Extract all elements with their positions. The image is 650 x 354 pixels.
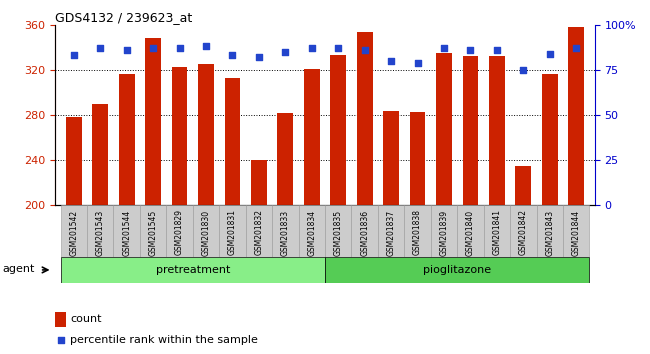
Bar (568, 27, 584, 205)
Text: GSM201840: GSM201840 (466, 210, 475, 256)
Bar (119, 74, 135, 205)
Bar (87, 205, 114, 257)
Bar (515, 166, 531, 205)
Text: GSM201843: GSM201843 (545, 210, 554, 256)
Bar (140, 205, 166, 257)
Text: GSM201839: GSM201839 (439, 210, 448, 256)
Bar (224, 78, 240, 205)
Point (545, 51, 555, 57)
Point (333, 45, 343, 51)
Bar (431, 205, 457, 257)
Point (439, 45, 449, 51)
Point (254, 55, 264, 60)
Bar (410, 112, 426, 205)
Point (571, 45, 582, 51)
Bar (484, 205, 510, 257)
Bar (166, 205, 193, 257)
Bar (542, 74, 558, 205)
Bar (55, 312, 66, 326)
Point (307, 45, 317, 51)
Text: GSM201543: GSM201543 (96, 210, 105, 256)
Bar (536, 205, 563, 257)
Bar (66, 117, 82, 205)
Text: pioglitazone: pioglitazone (423, 265, 491, 275)
Point (148, 45, 159, 51)
Bar (378, 205, 404, 257)
Bar (251, 160, 266, 205)
Bar (172, 67, 187, 205)
Text: GSM201832: GSM201832 (254, 210, 263, 256)
Point (95, 45, 105, 51)
Point (227, 53, 238, 58)
Bar (457, 205, 484, 257)
Bar (563, 205, 590, 257)
Point (465, 47, 476, 53)
Bar (60, 205, 87, 257)
Point (491, 47, 502, 53)
Text: GSM201837: GSM201837 (387, 210, 396, 256)
Bar (352, 205, 378, 257)
Text: GSM201830: GSM201830 (202, 210, 211, 256)
Bar (404, 205, 431, 257)
Bar (60, 257, 325, 283)
Bar (198, 64, 214, 205)
Bar (436, 53, 452, 205)
Point (174, 45, 185, 51)
Point (518, 67, 528, 73)
Bar (325, 205, 352, 257)
Bar (272, 205, 298, 257)
Point (55, 337, 66, 343)
Bar (489, 56, 505, 205)
Bar (145, 38, 161, 205)
Bar (304, 69, 320, 205)
Bar (114, 205, 140, 257)
Text: count: count (70, 314, 101, 324)
Text: pretreatment: pretreatment (155, 265, 230, 275)
Text: GSM201842: GSM201842 (519, 210, 528, 256)
Text: GSM201838: GSM201838 (413, 210, 422, 256)
Bar (510, 205, 536, 257)
Text: agent: agent (3, 264, 35, 274)
Text: GSM201836: GSM201836 (360, 210, 369, 256)
Text: GSM201834: GSM201834 (307, 210, 317, 256)
Bar (298, 205, 325, 257)
Point (122, 47, 132, 53)
Text: GSM201835: GSM201835 (333, 210, 343, 256)
Bar (219, 205, 246, 257)
Text: GDS4132 / 239623_at: GDS4132 / 239623_at (55, 11, 192, 24)
Point (359, 47, 370, 53)
Text: GSM201545: GSM201545 (149, 210, 157, 256)
Text: GSM201542: GSM201542 (70, 210, 78, 256)
Bar (193, 205, 219, 257)
Point (201, 44, 211, 49)
Bar (357, 32, 372, 205)
Text: GSM201829: GSM201829 (175, 210, 184, 256)
Point (280, 49, 291, 55)
Point (386, 58, 396, 64)
Bar (92, 104, 108, 205)
Text: GSM201833: GSM201833 (281, 210, 290, 256)
Bar (246, 205, 272, 257)
Point (412, 60, 423, 65)
Point (68, 53, 79, 58)
Text: GSM201831: GSM201831 (228, 210, 237, 256)
Text: GSM201544: GSM201544 (122, 210, 131, 256)
Bar (278, 113, 293, 205)
Bar (384, 110, 399, 205)
Text: GSM201844: GSM201844 (572, 210, 580, 256)
Text: GSM201841: GSM201841 (493, 210, 501, 256)
Text: percentile rank within the sample: percentile rank within the sample (70, 335, 258, 346)
Bar (325, 257, 590, 283)
Bar (463, 56, 478, 205)
Bar (330, 55, 346, 205)
